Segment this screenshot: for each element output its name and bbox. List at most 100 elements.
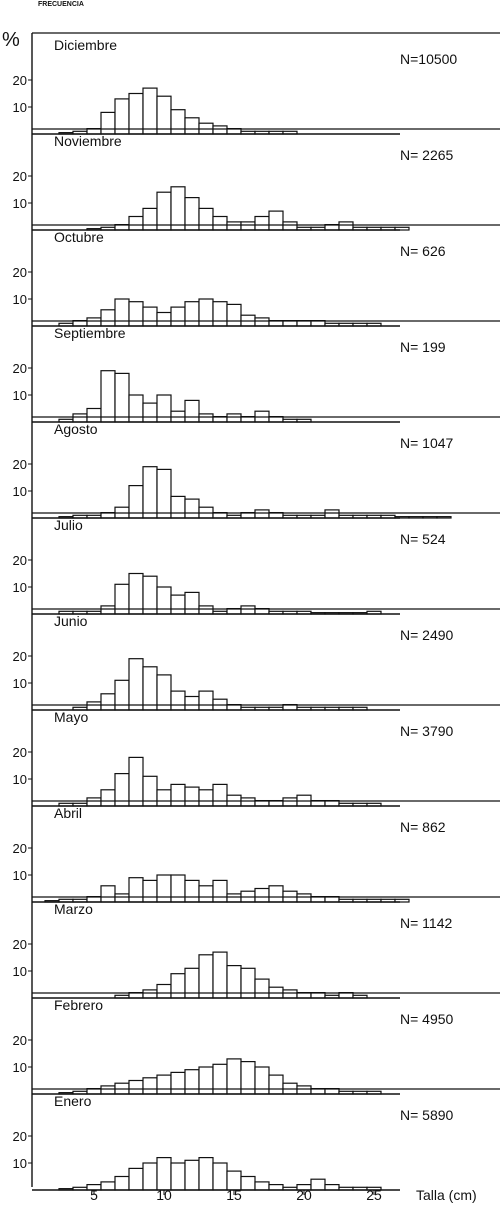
bar bbox=[156, 874, 172, 903]
bar bbox=[324, 509, 340, 519]
panel-enero: Enero N= 5890 10 20 bbox=[13, 1088, 500, 1191]
bar bbox=[212, 301, 228, 327]
panel-junio: Junio N= 2490 10 20 bbox=[13, 608, 500, 711]
bar bbox=[198, 1066, 214, 1095]
panel-n-label: N= 1142 bbox=[400, 915, 452, 931]
y-tick-label: 20 bbox=[13, 265, 27, 280]
bar bbox=[254, 978, 270, 999]
y-tick-label: 10 bbox=[13, 100, 27, 115]
bar bbox=[128, 756, 144, 807]
panel-octubre: Octubre N= 626 10 20 bbox=[13, 224, 500, 327]
bar bbox=[394, 898, 410, 903]
y-tick-label: 10 bbox=[13, 964, 27, 979]
bar bbox=[198, 1156, 214, 1191]
y-tick-label: 10 bbox=[13, 772, 27, 787]
panel-n-label: N= 199 bbox=[400, 339, 446, 355]
panel-n-label: N= 5890 bbox=[400, 1107, 454, 1123]
bar bbox=[156, 468, 172, 519]
bar bbox=[212, 783, 228, 807]
bar bbox=[128, 215, 144, 231]
y-tick-label: 20 bbox=[13, 169, 27, 184]
panel-agosto: Agosto N= 1047 10 20 bbox=[13, 416, 500, 519]
panel-n-label: N= 862 bbox=[400, 819, 446, 835]
bar bbox=[254, 509, 270, 519]
bar bbox=[184, 399, 200, 423]
y-tick-label: 20 bbox=[13, 457, 27, 472]
bar bbox=[100, 789, 116, 807]
y-tick-label: 10 bbox=[13, 676, 27, 691]
y-tick-label: 20 bbox=[13, 361, 27, 376]
bar bbox=[198, 690, 214, 711]
panel-n-label: N= 4950 bbox=[400, 1011, 454, 1027]
bar bbox=[142, 575, 158, 615]
bar bbox=[86, 407, 102, 423]
bar bbox=[254, 215, 270, 231]
bar bbox=[170, 1162, 186, 1191]
bar bbox=[114, 1175, 130, 1191]
bar bbox=[142, 207, 158, 231]
bar bbox=[100, 693, 116, 711]
bar bbox=[142, 1077, 158, 1095]
y-tick-label: 10 bbox=[13, 580, 27, 595]
panel-n-label: N= 2490 bbox=[400, 627, 454, 643]
bar bbox=[170, 690, 186, 711]
bar bbox=[184, 1069, 200, 1095]
bar bbox=[296, 893, 312, 903]
bar bbox=[240, 605, 256, 615]
x-tick-label: 20 bbox=[296, 1187, 312, 1203]
panel-n-label: N= 1047 bbox=[400, 435, 454, 451]
bar bbox=[212, 879, 228, 903]
bar bbox=[142, 879, 158, 903]
x-tick-label: 10 bbox=[156, 1187, 172, 1203]
bar bbox=[212, 125, 228, 135]
frequency-header: FRECUENCIA bbox=[38, 1, 84, 8]
panel-month-label: Noviembre bbox=[54, 133, 122, 149]
bar bbox=[100, 1085, 116, 1095]
y-tick-label: 10 bbox=[13, 388, 27, 403]
y-tick-label: 10 bbox=[13, 1156, 27, 1171]
bar bbox=[156, 311, 172, 327]
bar bbox=[156, 983, 172, 999]
bar bbox=[170, 109, 186, 135]
bar bbox=[142, 306, 158, 327]
bar bbox=[170, 306, 186, 327]
bar bbox=[142, 666, 158, 711]
panel-abril: Abril N= 862 10 20 bbox=[13, 800, 500, 903]
bar bbox=[212, 951, 228, 999]
bar bbox=[198, 298, 214, 327]
panel-month-label: Agosto bbox=[54, 421, 98, 437]
y-tick-label: 20 bbox=[13, 649, 27, 664]
bar bbox=[184, 117, 200, 135]
bar bbox=[156, 394, 172, 423]
y-tick-label: 20 bbox=[13, 553, 27, 568]
y-tick-label: 20 bbox=[13, 937, 27, 952]
bar bbox=[128, 1079, 144, 1095]
bar bbox=[142, 466, 158, 519]
bar bbox=[310, 1178, 326, 1191]
bar bbox=[198, 413, 214, 423]
bar bbox=[282, 221, 298, 231]
bar bbox=[156, 789, 172, 807]
panel-month-label: Julio bbox=[54, 517, 83, 533]
panel-month-label: Mayo bbox=[54, 709, 88, 725]
bar bbox=[170, 186, 186, 231]
panel-marzo: Marzo N= 1142 10 20 bbox=[13, 896, 500, 999]
bar bbox=[226, 221, 242, 231]
panel-diciembre: Diciembre N=10500 10 20 bbox=[13, 32, 500, 135]
bar bbox=[86, 797, 102, 807]
bar bbox=[184, 498, 200, 519]
bar bbox=[156, 95, 172, 135]
bar bbox=[282, 989, 298, 999]
bar bbox=[254, 887, 270, 903]
bar bbox=[128, 394, 144, 423]
panel-month-label: Abril bbox=[54, 805, 82, 821]
x-axis: 5 10 15 20 25 bbox=[90, 1187, 382, 1203]
x-tick-label: 25 bbox=[366, 1187, 382, 1203]
panel-mayo: Mayo N= 3790 10 20 bbox=[13, 704, 500, 807]
bar bbox=[226, 893, 242, 903]
bar bbox=[226, 413, 242, 423]
bar bbox=[170, 594, 186, 615]
bar bbox=[296, 1085, 312, 1095]
panel-febrero: Febrero N= 4950 10 20 bbox=[13, 992, 500, 1095]
bar bbox=[142, 989, 158, 999]
